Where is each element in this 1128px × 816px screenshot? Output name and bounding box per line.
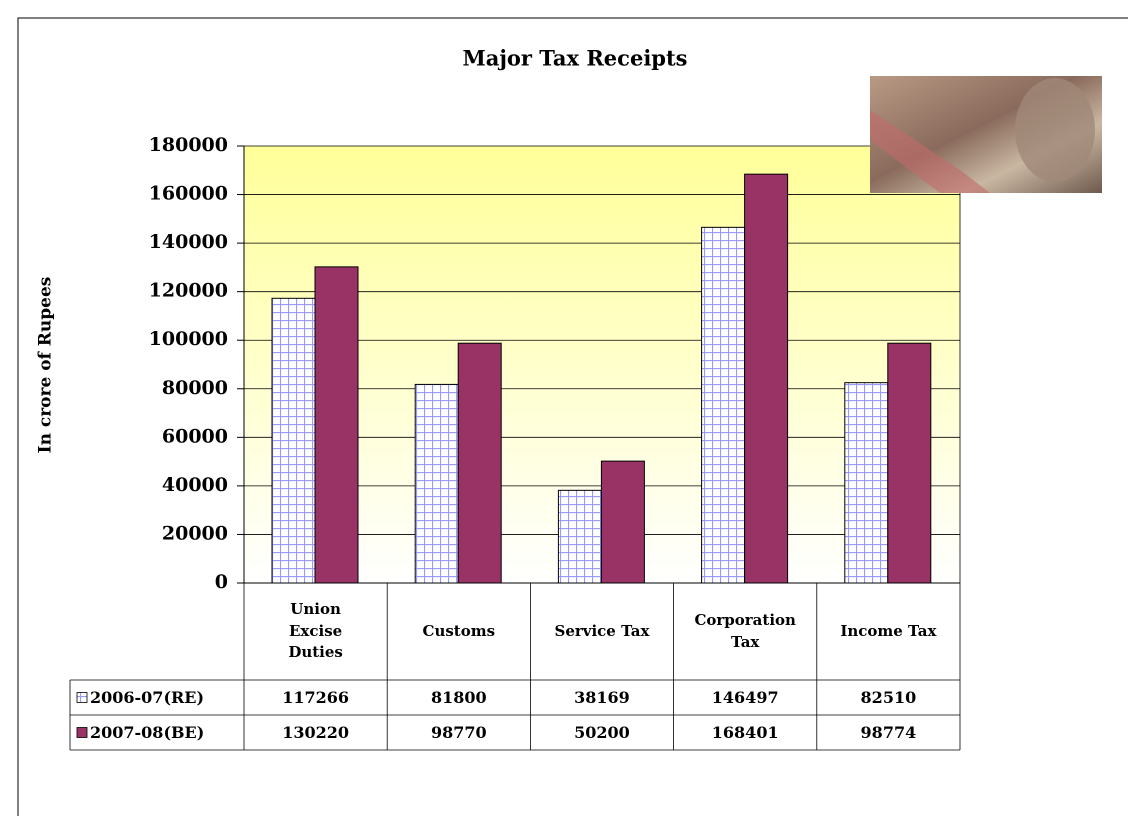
y-tick-label: 80000 (162, 377, 228, 399)
y-tick-label: 40000 (162, 474, 228, 496)
bar (845, 383, 888, 583)
y-tick-label: 140000 (149, 231, 228, 253)
bar (272, 298, 315, 583)
x-tick-label: Union Excise Duties (244, 583, 387, 680)
y-tick-label: 120000 (149, 280, 228, 302)
bar (458, 343, 501, 583)
chart-title: Major Tax Receipts (462, 46, 687, 71)
bar (415, 384, 458, 583)
legend-label: 2007-08(BE) (90, 715, 242, 750)
table-value: 146497 (674, 680, 817, 715)
y-tick-label: 100000 (149, 328, 228, 350)
x-tick-label: Customs (387, 583, 530, 680)
table-value: 98770 (387, 715, 530, 750)
page: Major Tax Receipts In crore of Rupees 0 2… (0, 0, 1128, 816)
bar (745, 174, 788, 583)
x-tick-label: Service Tax (530, 583, 673, 680)
table-value: 98774 (817, 715, 960, 750)
y-tick-label: 160000 (149, 183, 228, 205)
bar (315, 267, 358, 583)
table-value: 168401 (674, 715, 817, 750)
legend-swatch (77, 693, 87, 703)
x-tick-label: Corporation Tax (674, 583, 817, 680)
table-value: 38169 (530, 680, 673, 715)
table-value: 82510 (817, 680, 960, 715)
table-value: 50200 (530, 715, 673, 750)
y-tick-label: 20000 (162, 522, 228, 544)
banknote-photo (870, 76, 1102, 193)
legend-label: 2006-07(RE) (90, 680, 242, 715)
y-axis-title: In crore of Rupees (36, 277, 56, 454)
bar (702, 227, 745, 583)
bar (558, 490, 601, 583)
bar (888, 343, 931, 583)
x-tick-label: Income Tax (817, 583, 960, 680)
y-tick-label: 180000 (149, 134, 228, 156)
table-value: 130220 (244, 715, 387, 750)
bar (601, 461, 644, 583)
legend-swatch (77, 728, 87, 738)
table-value: 117266 (244, 680, 387, 715)
y-tick-label: 0 (215, 571, 228, 593)
photo-face (1015, 78, 1095, 182)
y-tick-label: 60000 (162, 425, 228, 447)
table-value: 81800 (387, 680, 530, 715)
